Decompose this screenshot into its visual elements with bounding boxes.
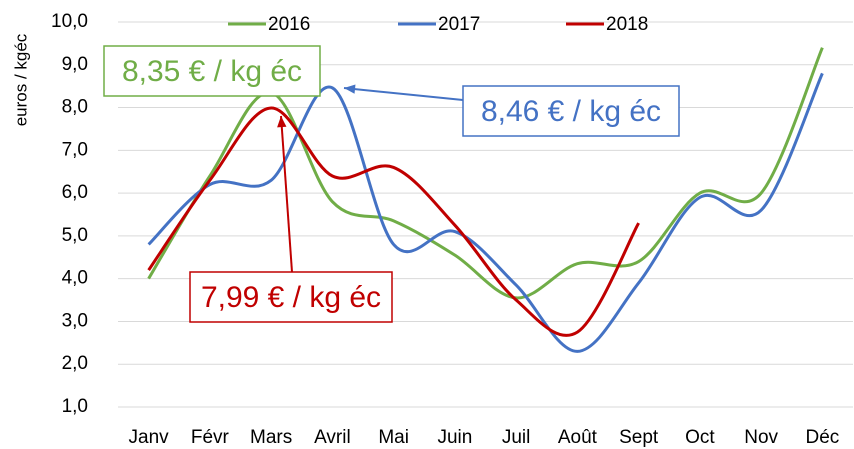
y-tick-label: 5,0 (62, 225, 88, 246)
x-tick-label: Sept (619, 427, 659, 448)
annotation-text: 8,35 € / kg éc (122, 55, 302, 88)
y-tick-label: 1,0 (62, 396, 88, 417)
y-tick-label: 8,0 (62, 97, 88, 118)
y-tick-label: 6,0 (62, 182, 88, 203)
y-tick-label: 7,0 (62, 139, 88, 160)
y-tick-label: 2,0 (62, 353, 88, 374)
x-tick-label: Oct (685, 427, 715, 448)
annotation-box (103, 45, 321, 97)
x-tick-label: Déc (805, 427, 839, 448)
x-tick-label: Juin (437, 427, 472, 448)
legend-label: 2018 (606, 14, 648, 35)
x-tick-label: Nov (744, 427, 778, 448)
annotation-arrow (343, 87, 464, 101)
x-tick-label: Mars (250, 427, 292, 448)
x-tick-label: Mai (378, 427, 409, 448)
y-tick-label: 9,0 (62, 54, 88, 75)
series-line (147, 47, 824, 300)
annotation-text: 7,99 € / kg éc (201, 281, 381, 314)
annotation-arrowhead (277, 116, 287, 128)
series-line (147, 106, 640, 337)
annotation-arrow (280, 115, 293, 273)
x-tick-label: Avril (314, 427, 351, 448)
x-tick-label: Févr (191, 427, 230, 448)
y-tick-label: 10,0 (51, 11, 88, 32)
y-tick-label: 4,0 (62, 268, 88, 289)
legend-label: 2017 (438, 14, 480, 35)
annotation-box (189, 271, 393, 323)
series-line (147, 72, 824, 353)
y-axis-label: euros / kgéc (11, 33, 30, 126)
x-tick-label: Juil (502, 427, 531, 448)
annotation-arrowhead (344, 84, 356, 94)
annotation-box (462, 85, 680, 137)
x-tick-label: Août (558, 427, 598, 448)
y-tick-label: 3,0 (62, 310, 88, 331)
x-tick-label: Janv (129, 427, 170, 448)
legend-label: 2016 (268, 14, 310, 35)
annotation-text: 8,46 € / kg éc (481, 95, 661, 128)
